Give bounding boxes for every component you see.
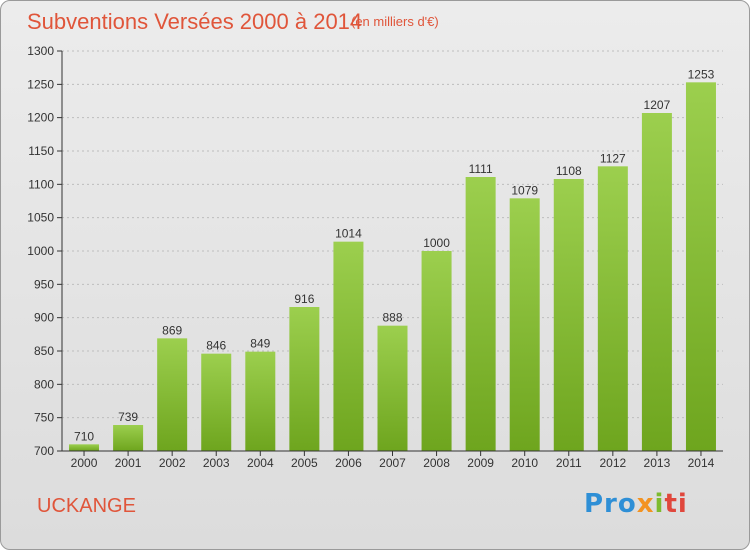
- x-tick-label: 2005: [291, 456, 318, 470]
- y-tick-label: 1150: [28, 144, 54, 158]
- value-label: 1207: [644, 98, 671, 112]
- value-label: 849: [250, 337, 270, 351]
- y-tick-label: 700: [34, 444, 54, 458]
- x-tick-label: 2006: [335, 456, 362, 470]
- value-label: 1000: [423, 236, 450, 250]
- value-label: 1079: [511, 183, 538, 197]
- bar-2009: [465, 177, 496, 451]
- bar-2003: [201, 353, 232, 451]
- bar-2011: [553, 179, 584, 451]
- y-tick-label: 1300: [27, 44, 54, 58]
- x-tick-label: 2011: [556, 456, 582, 470]
- value-labels: 710 739 869 846 849 916 1014 888 1000 1111 1079 110…: [74, 67, 715, 443]
- chart-title: Subventions Versées 2000 à 2014: [27, 9, 363, 34]
- y-tick-label: 750: [34, 411, 54, 425]
- x-tick-label: 2001: [115, 456, 142, 470]
- value-label: 916: [294, 292, 314, 306]
- bar-2005: [289, 307, 320, 451]
- y-tick-label: 1250: [27, 77, 54, 91]
- x-tick-label: 2008: [423, 456, 450, 470]
- bar-2010: [509, 198, 540, 451]
- value-label: 869: [162, 323, 182, 337]
- x-tick-label: 2000: [71, 456, 98, 470]
- x-tick-label: 2014: [688, 456, 715, 470]
- y-tick-label: 850: [34, 344, 54, 358]
- x-tick-label: 2009: [467, 456, 494, 470]
- chart-subtitle: (en milliers d'€): [351, 14, 439, 29]
- value-label: 1253: [688, 67, 715, 81]
- value-label: 710: [74, 429, 94, 443]
- bar-2002: [157, 338, 188, 451]
- y-tick-label: 950: [34, 277, 54, 291]
- bar-2000: [69, 444, 100, 451]
- proxiti-logo: Proxiti: [584, 489, 688, 519]
- value-label: 1111: [469, 162, 493, 176]
- y-tick-label: 1050: [27, 211, 54, 225]
- y-tick-label: 900: [34, 311, 54, 325]
- x-tick-label: 2004: [247, 456, 274, 470]
- value-label: 846: [206, 339, 226, 353]
- y-tick-label: 1200: [27, 111, 54, 125]
- bar-2006: [333, 241, 364, 451]
- bar-2007: [377, 325, 408, 451]
- x-tick-label: 2013: [644, 456, 671, 470]
- bar-2013: [641, 113, 672, 451]
- x-tick-label: 2003: [203, 456, 230, 470]
- value-label: 1014: [335, 227, 362, 241]
- x-tick-label: 2012: [599, 456, 626, 470]
- x-tick-label: 2010: [511, 456, 538, 470]
- y-axis-ticks: 700 750 800 850 900 950 1000 1050 1100 1150 1200 12…: [27, 44, 62, 458]
- x-tick-label: 2007: [379, 456, 406, 470]
- location-label: UCKANGE: [37, 495, 136, 517]
- value-label: 1108: [556, 164, 582, 178]
- value-label: 739: [118, 410, 138, 424]
- value-label: 1127: [600, 151, 626, 165]
- bars: [69, 82, 716, 452]
- value-label: 888: [382, 311, 402, 325]
- y-tick-label: 800: [34, 377, 54, 391]
- y-tick-label: 1000: [27, 244, 54, 258]
- x-tick-label: 2002: [159, 456, 186, 470]
- bar-2001: [113, 425, 144, 451]
- y-tick-label: 1100: [28, 177, 54, 191]
- bar-2008: [421, 251, 452, 451]
- x-axis-ticks: 2000 2001 2002 2003 2004 2005 2006 2007 2008 2009…: [71, 451, 715, 470]
- bar-2012: [597, 166, 628, 452]
- bar-2014: [685, 82, 716, 451]
- bar-2004: [245, 351, 276, 451]
